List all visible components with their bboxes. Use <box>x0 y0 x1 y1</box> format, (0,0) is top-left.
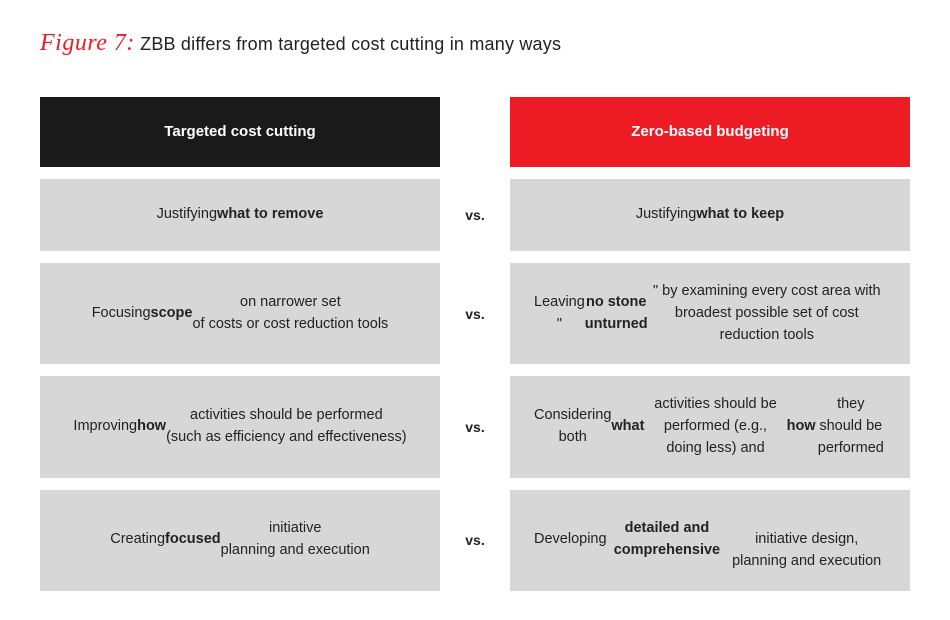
header-right: Zero-based budgeting <box>510 97 910 167</box>
header-mid-spacer <box>440 97 510 167</box>
table-row: Improving how activities should be perfo… <box>40 376 910 477</box>
figure-title-text: ZBB differs from targeted cost cutting i… <box>140 34 561 54</box>
header-row: Targeted cost cutting Zero-based budgeti… <box>40 97 910 167</box>
table-row: Justifying what to removevs.Justifying w… <box>40 179 910 251</box>
cell-left: Justifying what to remove <box>40 179 440 251</box>
cell-left: Focusing scope on narrower setof costs o… <box>40 263 440 364</box>
cell-right: Leaving "no stone unturned" by examining… <box>510 263 910 364</box>
vs-label: vs. <box>440 179 510 251</box>
vs-label: vs. <box>440 490 510 591</box>
cell-right: Justifying what to keep <box>510 179 910 251</box>
vs-label: vs. <box>440 376 510 477</box>
figure-title: Figure 7: ZBB differs from targeted cost… <box>40 30 910 57</box>
figure-label: Figure 7: <box>40 30 135 56</box>
table-row: Creating focused initiativeplanning and … <box>40 490 910 591</box>
cell-right: Developing detailed and comprehensiveini… <box>510 490 910 591</box>
header-left: Targeted cost cutting <box>40 97 440 167</box>
vs-label: vs. <box>440 263 510 364</box>
comparison-table: Targeted cost cutting Zero-based budgeti… <box>40 97 910 591</box>
cell-right: Considering both what activities should … <box>510 376 910 477</box>
cell-left: Creating focused initiativeplanning and … <box>40 490 440 591</box>
cell-left: Improving how activities should be perfo… <box>40 376 440 477</box>
table-row: Focusing scope on narrower setof costs o… <box>40 263 910 364</box>
